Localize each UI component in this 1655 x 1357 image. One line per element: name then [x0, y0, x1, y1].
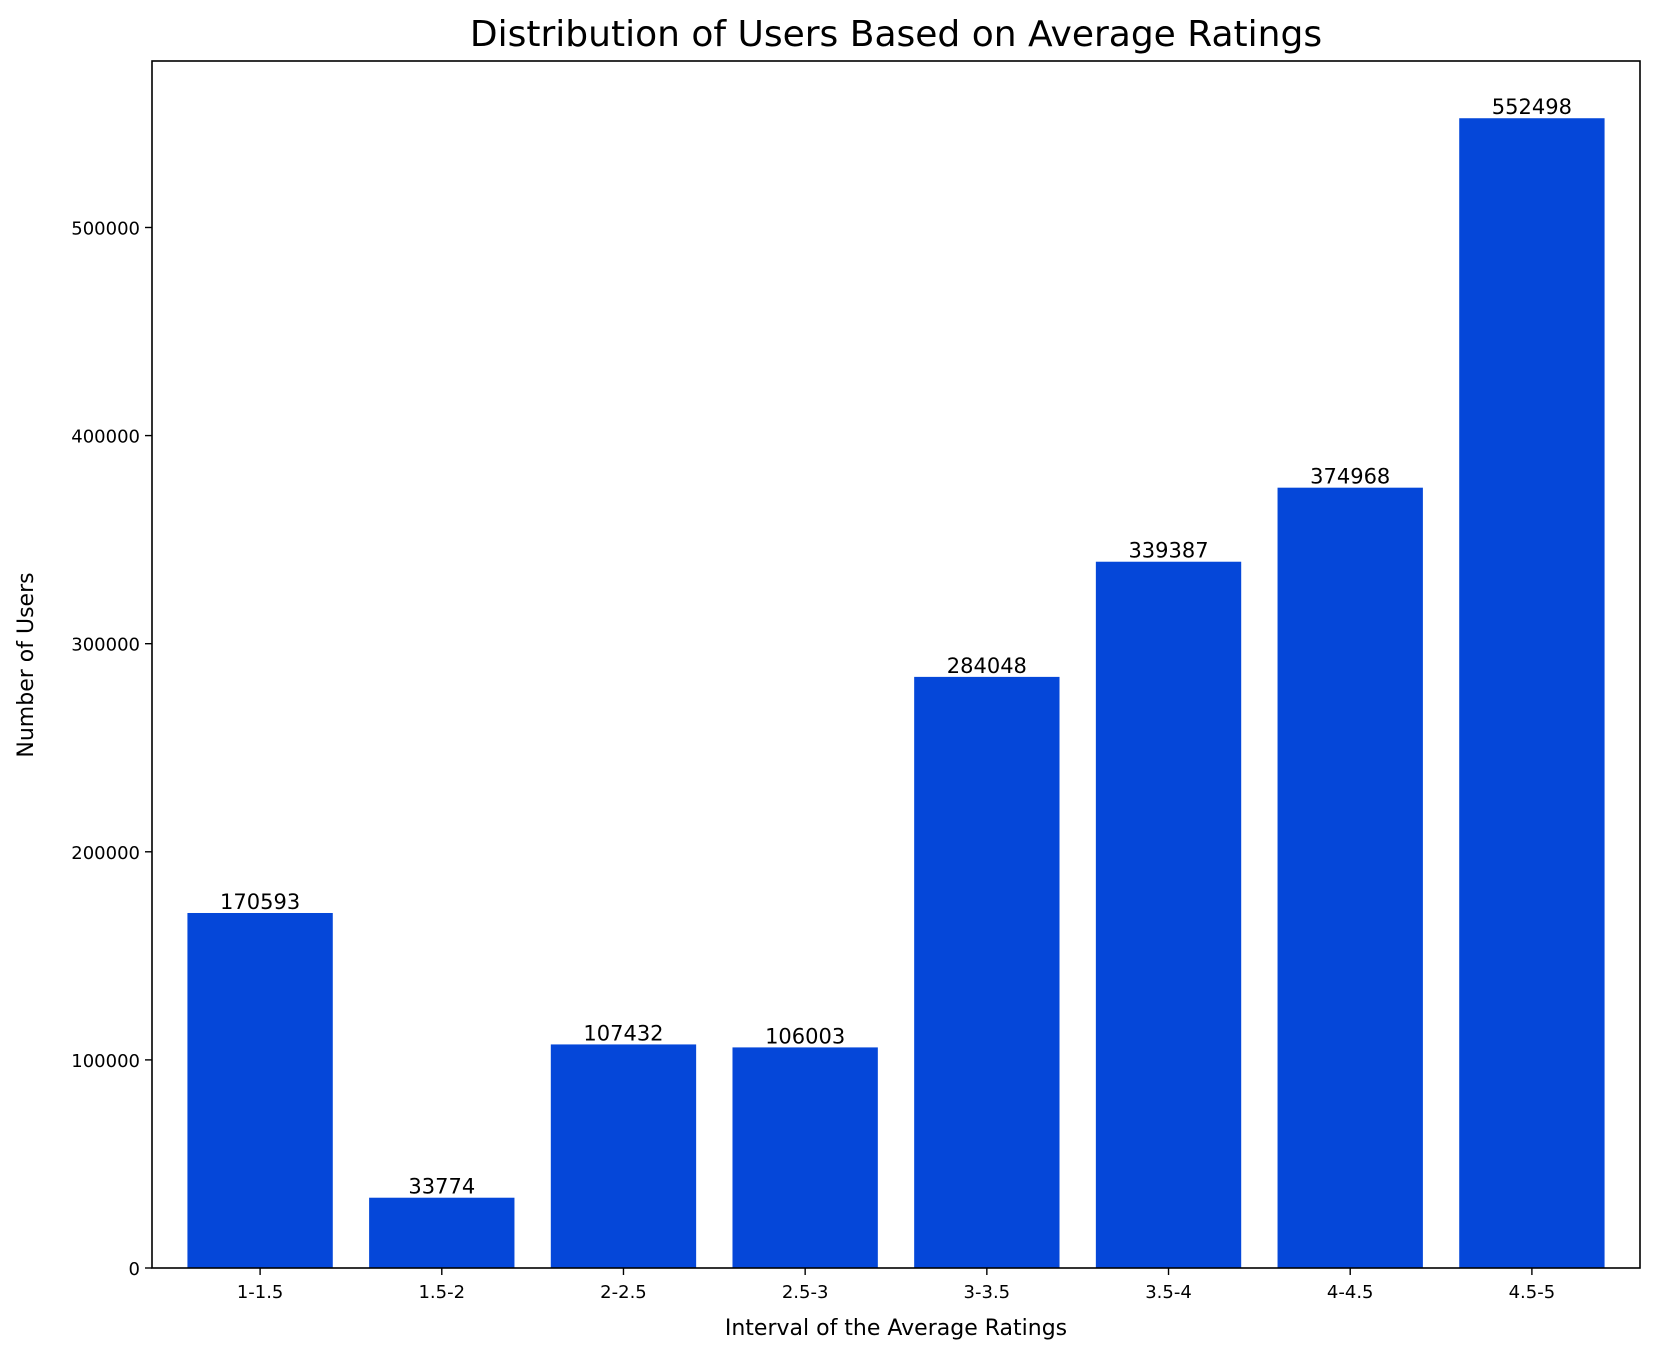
bar-3-3.5 — [914, 676, 1060, 1268]
bars-group — [187, 118, 1605, 1268]
x-tick-label-4.5-5: 4.5-5 — [1509, 1282, 1556, 1303]
data-labels-group: 170593 33774 107432 106003 284048 339387 37496… — [220, 95, 1572, 1198]
x-tick-label-3-3.5: 3-3.5 — [964, 1282, 1011, 1303]
bar-1.5-2 — [369, 1197, 515, 1268]
bar-3.5-4 — [1095, 561, 1242, 1268]
y-tick-label-400000: 400000 — [71, 427, 140, 448]
y-tick-label-300000: 300000 — [71, 635, 140, 656]
y-tick-label-0: 0 — [129, 1259, 140, 1280]
x-tick-label-1.5-2: 1.5-2 — [418, 1282, 465, 1303]
data-label-4.5-5: 552498 — [1492, 95, 1572, 119]
data-label-3.5-4: 339387 — [1128, 539, 1208, 563]
chart-title: Distribution of Users Based on Average R… — [470, 14, 1322, 55]
y-axis: 0 100000 200000 300000 400000 500000 — [71, 218, 152, 1280]
data-label-3-3.5: 284048 — [947, 654, 1027, 678]
x-tick-label-2-2.5: 2-2.5 — [600, 1282, 647, 1303]
x-tick-label-1-1.5: 1-1.5 — [237, 1282, 284, 1303]
bar-2.5-3 — [732, 1047, 878, 1268]
plot-frame — [151, 60, 1641, 1269]
data-label-4-4.5: 374968 — [1310, 465, 1390, 489]
y-tick-label-200000: 200000 — [71, 843, 140, 864]
y-tick-label-100000: 100000 — [71, 1051, 140, 1072]
y-axis-label: Number of Users — [14, 572, 39, 757]
data-label-2.5-3: 106003 — [765, 1024, 845, 1048]
bar-4.5-5 — [1459, 118, 1605, 1268]
x-tick-label-4-4.5: 4-4.5 — [1327, 1282, 1374, 1303]
bar-4-4.5 — [1277, 487, 1423, 1268]
x-axis-label: Interval of the Average Ratings — [725, 1316, 1067, 1341]
x-tick-label-3.5-4: 3.5-4 — [1145, 1282, 1192, 1303]
bar-1-1.5 — [187, 912, 333, 1268]
data-label-1-1.5: 170593 — [220, 890, 300, 914]
data-label-2-2.5: 107432 — [583, 1021, 663, 1045]
x-tick-label-2.5-3: 2.5-3 — [782, 1282, 829, 1303]
y-tick-label-500000: 500000 — [71, 218, 140, 239]
data-label-1.5-2: 33774 — [408, 1175, 475, 1199]
bar-2-2.5 — [550, 1044, 697, 1268]
x-axis: 1-1.5 1.5-2 2-2.5 2.5-3 3-3.5 3.5-4 4-4.5 4.5-5 — [237, 1268, 1555, 1303]
